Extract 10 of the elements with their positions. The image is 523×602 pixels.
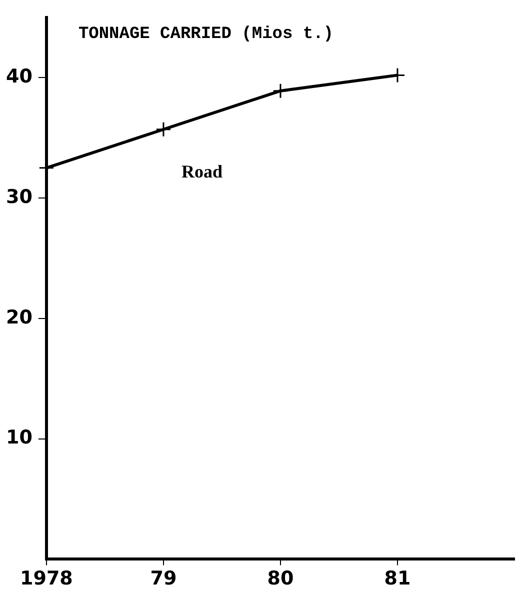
text: TONNAGE CARRIED (Mios t.) [78, 25, 334, 44]
series-label: Road [181, 162, 222, 182]
x-tick-label: 80 [267, 568, 294, 590]
x-tick-label: 81 [384, 568, 411, 590]
y-tick-label: 20 [6, 306, 32, 328]
y-tick-label: 10 [6, 426, 32, 449]
x-tick-label: 79 [150, 568, 177, 590]
y-tick-label: 30 [6, 186, 32, 208]
y-tick-label: 40 [6, 66, 32, 88]
x-tick-label: 1978 [20, 568, 73, 590]
